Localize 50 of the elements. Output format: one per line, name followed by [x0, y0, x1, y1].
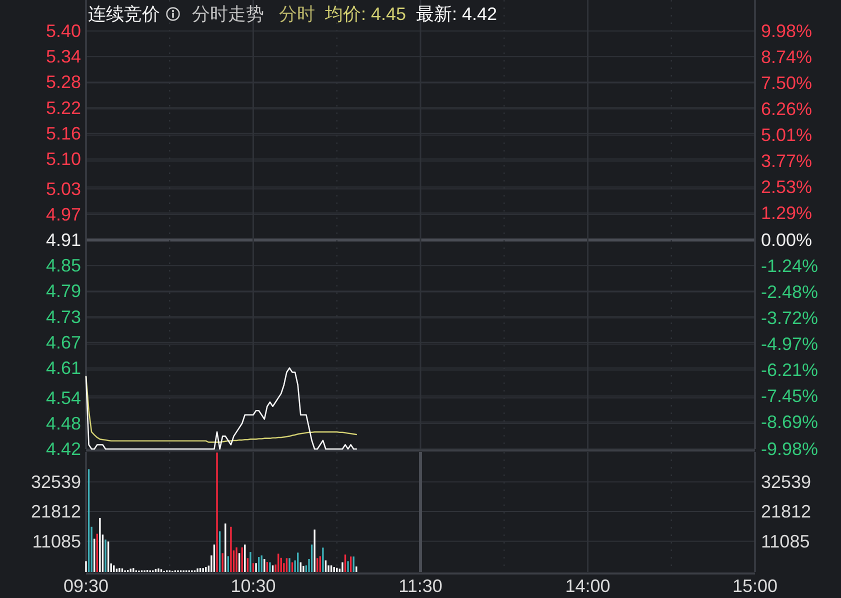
x-tick-label: 10:30: [230, 576, 276, 596]
y-tick-label: 4.85: [46, 256, 81, 276]
y-tick-label: 4.73: [46, 306, 81, 327]
y-tick-label: 5.16: [46, 123, 81, 144]
y2-tick-label: -4.97%: [761, 334, 818, 354]
y2-tick-label: -6.21%: [761, 360, 818, 380]
y2-tick-label: -9.98%: [761, 439, 818, 459]
y-tick-label: 32539: [30, 472, 81, 492]
legend-title: 分时: [279, 4, 315, 24]
y-tick-label: 5.03: [46, 178, 81, 199]
y-tick-label: 4.42: [46, 439, 81, 459]
chart-title: 连续竞价: [88, 4, 160, 24]
text: 均价: 4.45: [324, 4, 406, 24]
y2-tick-label: -7.45%: [761, 386, 818, 406]
y2-tick-label: 11085: [761, 531, 810, 552]
y-tick-label: 5.10: [46, 148, 81, 169]
y-tick-label: 4.67: [46, 332, 81, 352]
x-tick-label: 14:00: [565, 576, 610, 596]
y2-tick-label: 21812: [761, 502, 812, 522]
y2-tick-label: -1.24%: [761, 256, 818, 276]
y-tick-label: 5.22: [46, 98, 81, 118]
y2-tick-label: 2.53%: [761, 177, 812, 198]
chart-subtitle: 分时走势: [192, 4, 264, 24]
y-tick-label: 4.61: [46, 358, 81, 378]
y-tick-label: 4.91: [46, 230, 81, 250]
y-tick-label: 4.54: [46, 388, 81, 408]
y2-tick-label: 9.98%: [761, 21, 812, 41]
y2-tick-label: 7.50%: [761, 72, 812, 93]
x-tick-label: 15:00: [732, 576, 778, 596]
y2-tick-label: -8.69%: [761, 412, 818, 432]
y-tick-label: 11085: [32, 531, 81, 552]
y2-tick-label: -3.72%: [761, 308, 818, 328]
y2-tick-label: 8.74%: [761, 46, 812, 67]
y-tick-label: 5.40: [46, 21, 81, 41]
y2-tick-label: 3.77%: [761, 151, 812, 172]
y-tick-label: 4.79: [46, 281, 81, 302]
y-tick-label: 5.28: [46, 72, 81, 92]
y2-tick-label: 1.29%: [761, 202, 812, 223]
y2-tick-label: 32539: [761, 472, 812, 492]
y-tick-label: 4.48: [46, 413, 81, 434]
y2-tick-label: 6.26%: [761, 98, 812, 119]
y2-tick-label: 5.01%: [761, 125, 812, 146]
y-tick-label: 21812: [30, 502, 81, 522]
x-tick-label: 11:30: [398, 576, 442, 596]
x-tick-label: 09:30: [63, 576, 109, 596]
text: 最新: 4.42: [416, 4, 498, 24]
y2-tick-label: 0.00%: [761, 230, 812, 250]
y-tick-label: 4.97: [46, 204, 81, 224]
y2-tick-label: -2.48%: [761, 282, 818, 302]
y-tick-label: 5.34: [46, 46, 81, 67]
